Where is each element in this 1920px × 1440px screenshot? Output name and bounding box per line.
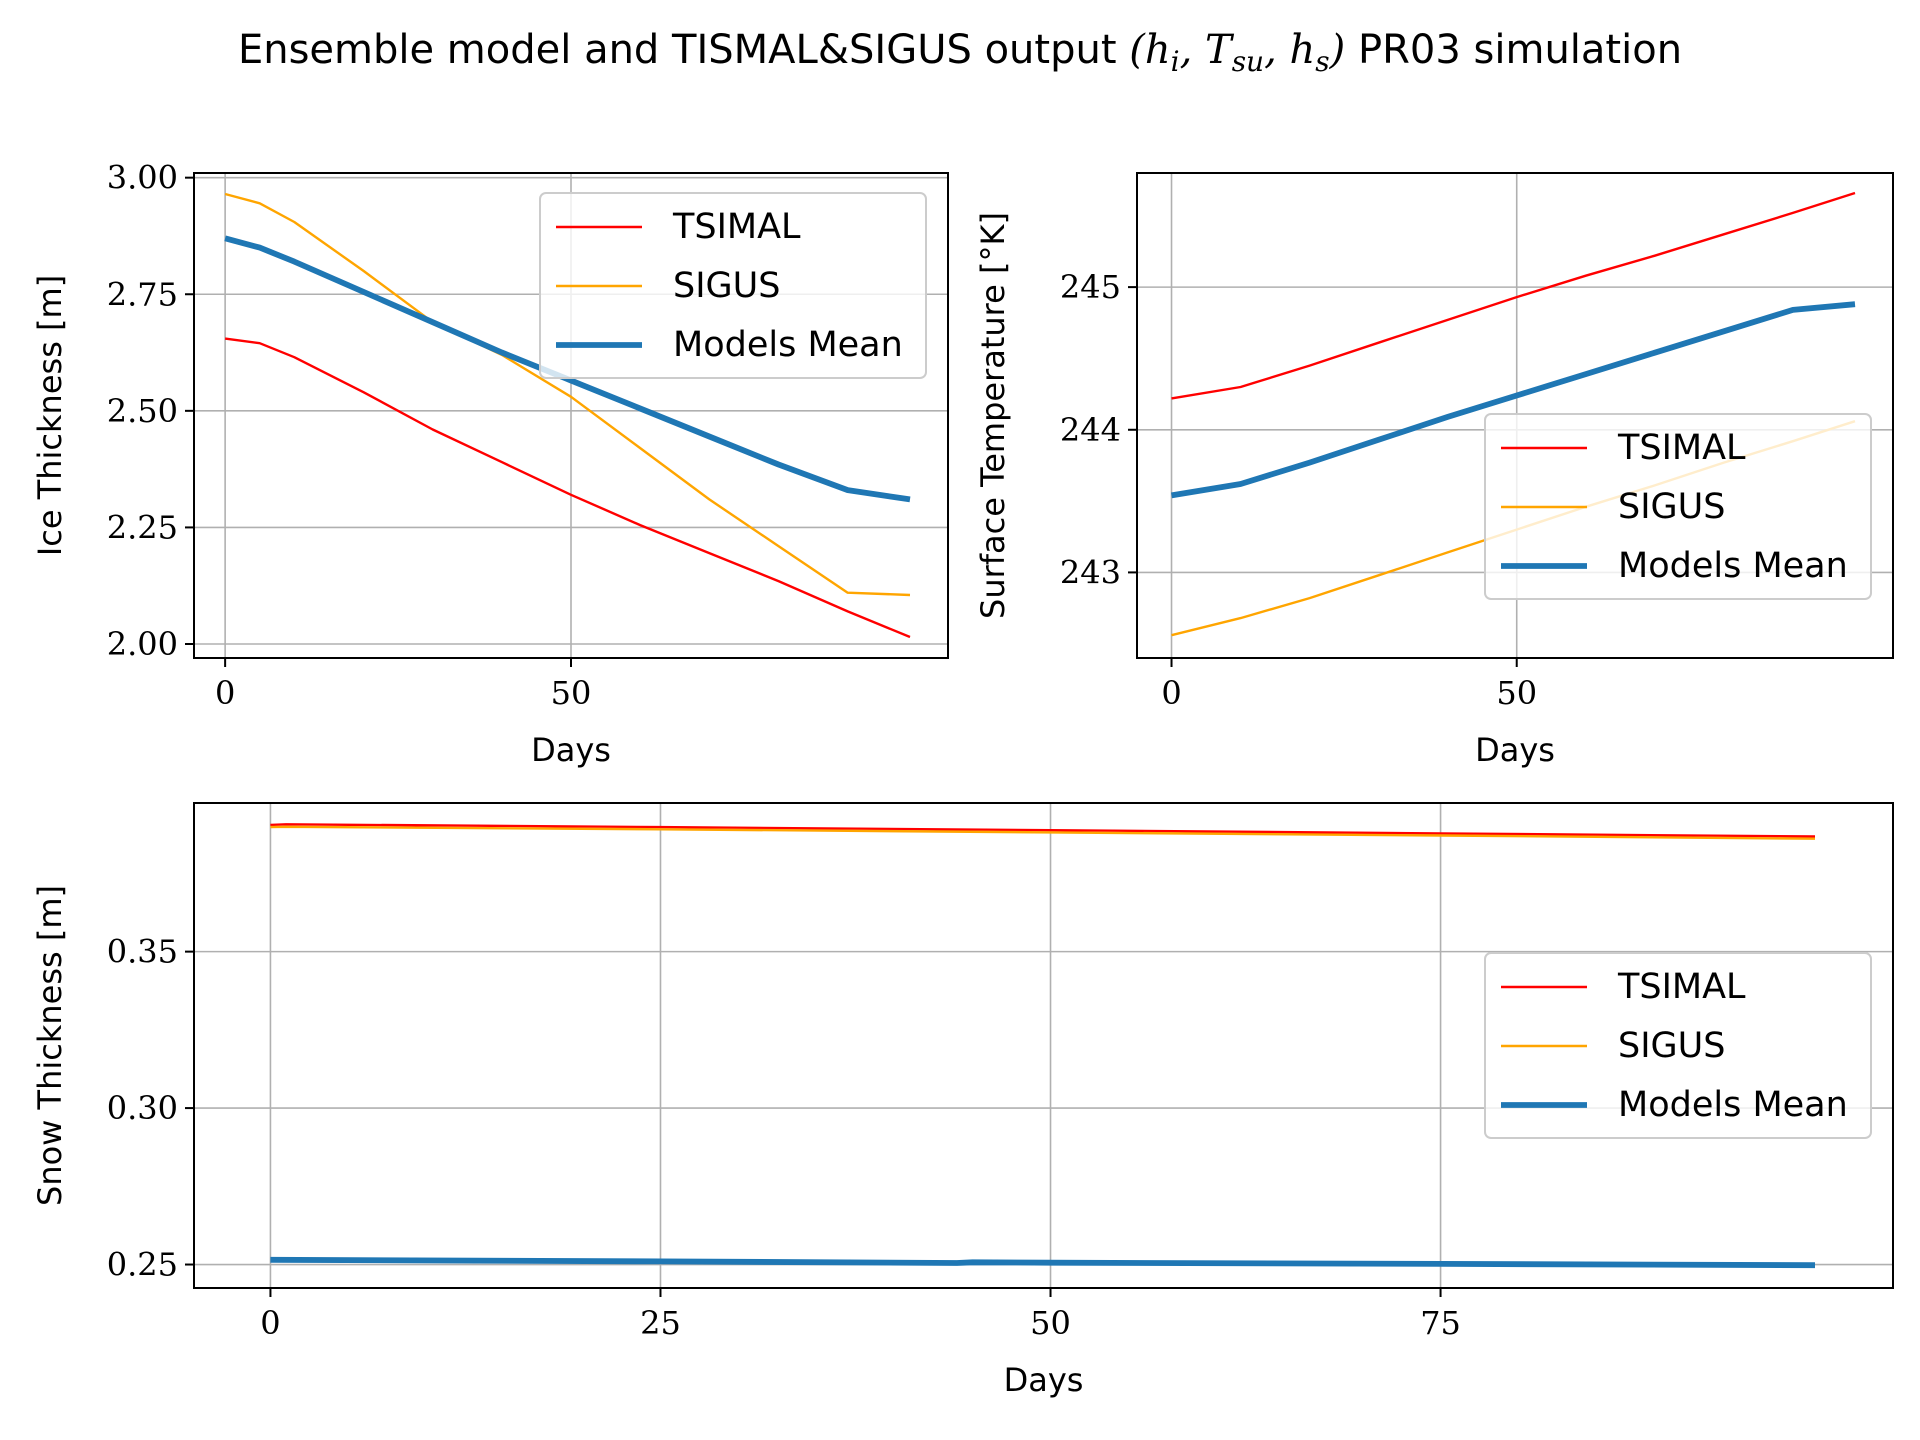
legend-label-sigus: SIGUS xyxy=(1618,1026,1726,1066)
y-axis-label: Ice Thickness [m] xyxy=(31,275,69,556)
x-axis-label: Days xyxy=(1475,731,1555,769)
series-line-sigus xyxy=(224,192,911,597)
y-tick-label: 243 xyxy=(1060,553,1121,591)
y-axis-label: Surface Temperature [°K] xyxy=(974,212,1012,619)
y-tick-label: 0.35 xyxy=(107,933,178,971)
axes-frame xyxy=(1136,172,1894,659)
legend-label-tsimal: TSIMAL xyxy=(672,207,801,247)
y-tick-label: 244 xyxy=(1060,411,1121,449)
x-axis-label: Days xyxy=(1004,1361,1084,1399)
x-tick-label: 50 xyxy=(551,674,592,712)
legend: TSIMAL SIGUS Models Mean xyxy=(1484,413,1872,600)
legend-box xyxy=(1484,413,1872,600)
legend-label-tsimal: TSIMAL xyxy=(1617,967,1746,1007)
y-tick-label: 245 xyxy=(1060,268,1121,306)
series-line-sigus xyxy=(270,825,1816,840)
legend-box xyxy=(539,192,927,379)
legend-label-mean: Models Mean xyxy=(1618,546,1848,586)
y-tick-label: 2.25 xyxy=(107,508,178,546)
x-axis-label: Days xyxy=(531,731,611,769)
chart-panel-3: 0 25 50 75 0.25 0.30 0.35 Days Snow Thickness [m… xyxy=(31,802,1894,1399)
y-axis-label: Snow Thickness [m] xyxy=(31,885,69,1206)
panels: 0 50 2.00 2.25 2.50 2.75 3.00 Days Ice Thickness… xyxy=(31,159,1894,1399)
legend-label-sigus: SIGUS xyxy=(1618,487,1726,527)
legend-box xyxy=(1484,952,1872,1139)
y-tick-label: 0.30 xyxy=(107,1089,178,1127)
x-tick-label: 0 xyxy=(215,674,235,712)
series-line-tsimal xyxy=(1171,191,1856,400)
legend-label-sigus: SIGUS xyxy=(673,266,781,306)
x-tick-label: 0 xyxy=(1161,674,1181,712)
axes-frame xyxy=(193,802,1894,1289)
chart-panel-1: 0 50 2.00 2.25 2.50 2.75 3.00 Days Ice Thickness… xyxy=(31,159,949,769)
series-line-mean xyxy=(270,1256,1816,1269)
x-tick-label: 25 xyxy=(640,1304,681,1342)
legend-label-tsimal: TSIMAL xyxy=(1617,428,1746,468)
x-tick-label: 50 xyxy=(1496,674,1537,712)
y-tick-label: 2.00 xyxy=(107,625,178,663)
figure-title: Ensemble model and TISMAL&SIGUS output (… xyxy=(238,27,1682,78)
series-line-tsimal xyxy=(270,823,1816,838)
chart-panel-2: 0 50 243 244 245 Days Surface Temperature [°K]… xyxy=(974,172,1894,769)
y-tick-label: 2.75 xyxy=(107,275,178,313)
x-tick-label: 75 xyxy=(1420,1304,1461,1342)
y-tick-label: 0.25 xyxy=(107,1246,178,1284)
figure-title-prefix: Ensemble model and TISMAL&SIGUS output xyxy=(238,27,1129,73)
legend-label-mean: Models Mean xyxy=(673,325,903,365)
x-tick-label: 50 xyxy=(1030,1304,1071,1342)
series-line-mean xyxy=(224,235,911,503)
y-tick-label: 2.50 xyxy=(107,392,178,430)
y-tick-label: 3.00 xyxy=(107,159,178,197)
figure-title-suffix: PR03 simulation xyxy=(1345,27,1682,73)
legend-label-mean: Models Mean xyxy=(1618,1085,1848,1125)
figure-title-math: (h xyxy=(1129,27,1170,73)
x-tick-label: 0 xyxy=(260,1304,280,1342)
legend: TSIMAL SIGUS Models Mean xyxy=(1484,952,1872,1139)
series-line-tsimal xyxy=(224,337,911,639)
legend: TSIMAL SIGUS Models Mean xyxy=(539,192,927,379)
series-line-mean xyxy=(1171,301,1856,499)
